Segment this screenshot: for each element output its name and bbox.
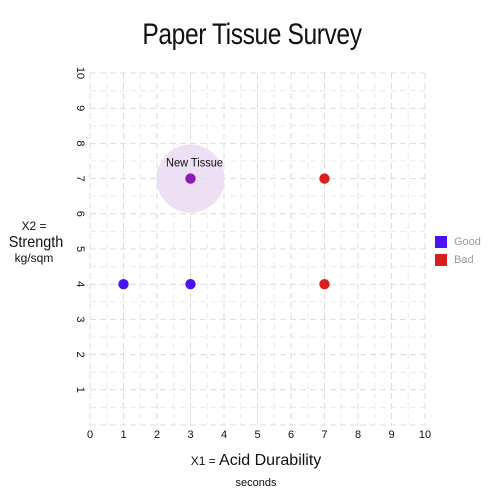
data-point-bad — [319, 279, 330, 290]
y-tick-label: 1 — [74, 387, 86, 393]
legend-item-bad: Bad — [435, 251, 481, 269]
data-point-good — [185, 279, 196, 290]
legend-swatch-good — [435, 236, 447, 248]
x-tick-label: 1 — [120, 429, 126, 441]
x-axis-label-main: Acid Durability — [219, 452, 322, 469]
x-tick-label: 4 — [221, 429, 227, 441]
x-tick-label: 6 — [288, 429, 294, 441]
new-tissue-point — [185, 173, 196, 184]
y-tick-label: 6 — [74, 211, 86, 217]
x-tick-label: 10 — [419, 429, 431, 441]
legend-item-good: Good — [435, 233, 481, 251]
y-tick-label: 5 — [74, 246, 86, 252]
data-point-good — [118, 279, 129, 290]
legend-label-bad: Bad — [454, 254, 474, 266]
y-tick-label: 4 — [74, 281, 86, 287]
x-tick-label: 8 — [355, 429, 361, 441]
y-tick-label: 2 — [74, 352, 86, 358]
y-axis-label-unit: kg/sqm — [14, 251, 54, 266]
x-tick-label: 0 — [87, 429, 93, 441]
legend: Good Bad — [435, 233, 481, 269]
y-axis-label-prefix: X2 = — [21, 219, 47, 233]
x-tick-label: 3 — [187, 429, 193, 441]
x-tick-label: 5 — [254, 429, 260, 441]
y-tick-label: 3 — [74, 316, 86, 322]
chart-title: Paper Tissue Survey — [142, 18, 362, 51]
y-tick-label: 10 — [74, 67, 86, 79]
x-axis-label: X1 = Acid Durability — [150, 452, 362, 470]
data-point-bad — [319, 173, 330, 184]
x-tick-label: 9 — [388, 429, 394, 441]
y-axis-label-main: Strength — [8, 233, 64, 251]
y-tick-label: 8 — [74, 140, 86, 146]
new-tissue-label: New Tissue — [166, 157, 223, 169]
legend-swatch-bad — [435, 254, 447, 266]
y-tick-label: 7 — [74, 176, 86, 182]
legend-label-good: Good — [454, 236, 481, 248]
x-tick-label: 2 — [154, 429, 160, 441]
y-tick-label: 9 — [74, 105, 86, 111]
y-axis-label: X2 = Strength kg/sqm — [6, 219, 64, 266]
x-axis-unit: seconds — [235, 477, 277, 489]
x-axis-label-prefix: X1 = — [190, 454, 220, 468]
x-tick-label: 7 — [321, 429, 327, 441]
